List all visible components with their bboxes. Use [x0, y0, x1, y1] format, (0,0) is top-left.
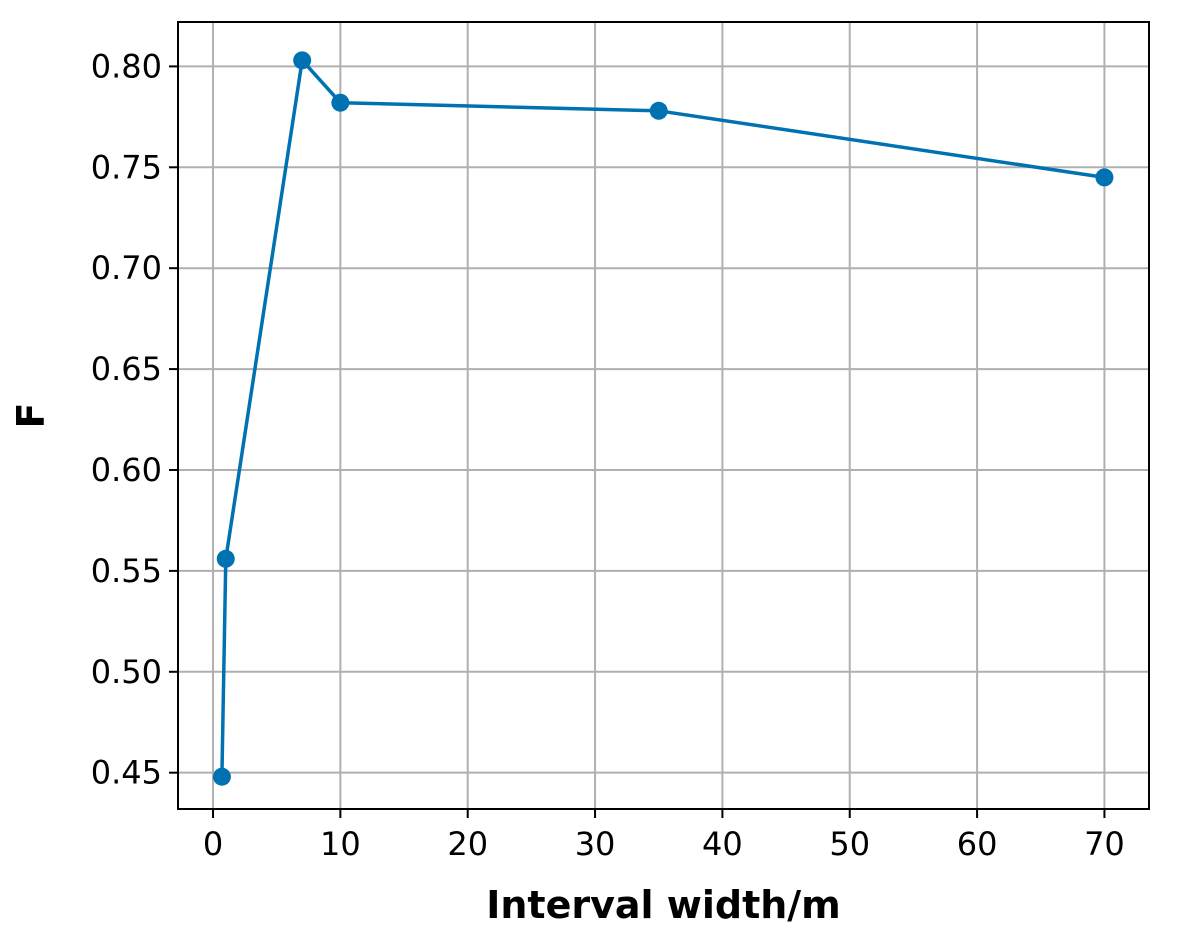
y-tick-label: 0.75 — [91, 148, 162, 186]
y-tick-label: 0.65 — [91, 350, 162, 388]
grid — [178, 22, 1149, 809]
data-point — [1095, 168, 1114, 187]
y-axis-title: F — [9, 403, 53, 429]
x-tick-label: 50 — [829, 825, 870, 863]
series-layer — [212, 51, 1114, 786]
data-point — [293, 51, 312, 70]
y-tick-label: 0.55 — [91, 552, 162, 590]
x-axis-title: Interval width/m — [486, 883, 841, 927]
series-line — [220, 58, 1105, 777]
x-tick-label: 30 — [575, 825, 616, 863]
ticks: 0 10 20 30 40 50 60 70 0.45 0.50 0.55 0.60 0.65 0.70 0… — [91, 47, 1125, 863]
y-tick-label: 0.70 — [91, 249, 162, 287]
x-tick-label: 0 — [203, 825, 223, 863]
x-tick-label: 20 — [447, 825, 488, 863]
x-tick-label: 40 — [702, 825, 743, 863]
y-tick-label: 0.80 — [91, 47, 162, 85]
plot-frame — [177, 21, 1150, 810]
x-tick-label: 10 — [320, 825, 361, 863]
data-point — [212, 767, 231, 786]
data-point — [331, 93, 350, 112]
y-tick-label: 0.50 — [91, 653, 162, 691]
data-point — [216, 549, 235, 568]
y-tick-label: 0.60 — [91, 451, 162, 489]
x-tick-label: 60 — [957, 825, 998, 863]
y-tick-label: 0.45 — [91, 754, 162, 792]
x-tick-label: 70 — [1084, 825, 1125, 863]
data-point — [649, 101, 668, 120]
